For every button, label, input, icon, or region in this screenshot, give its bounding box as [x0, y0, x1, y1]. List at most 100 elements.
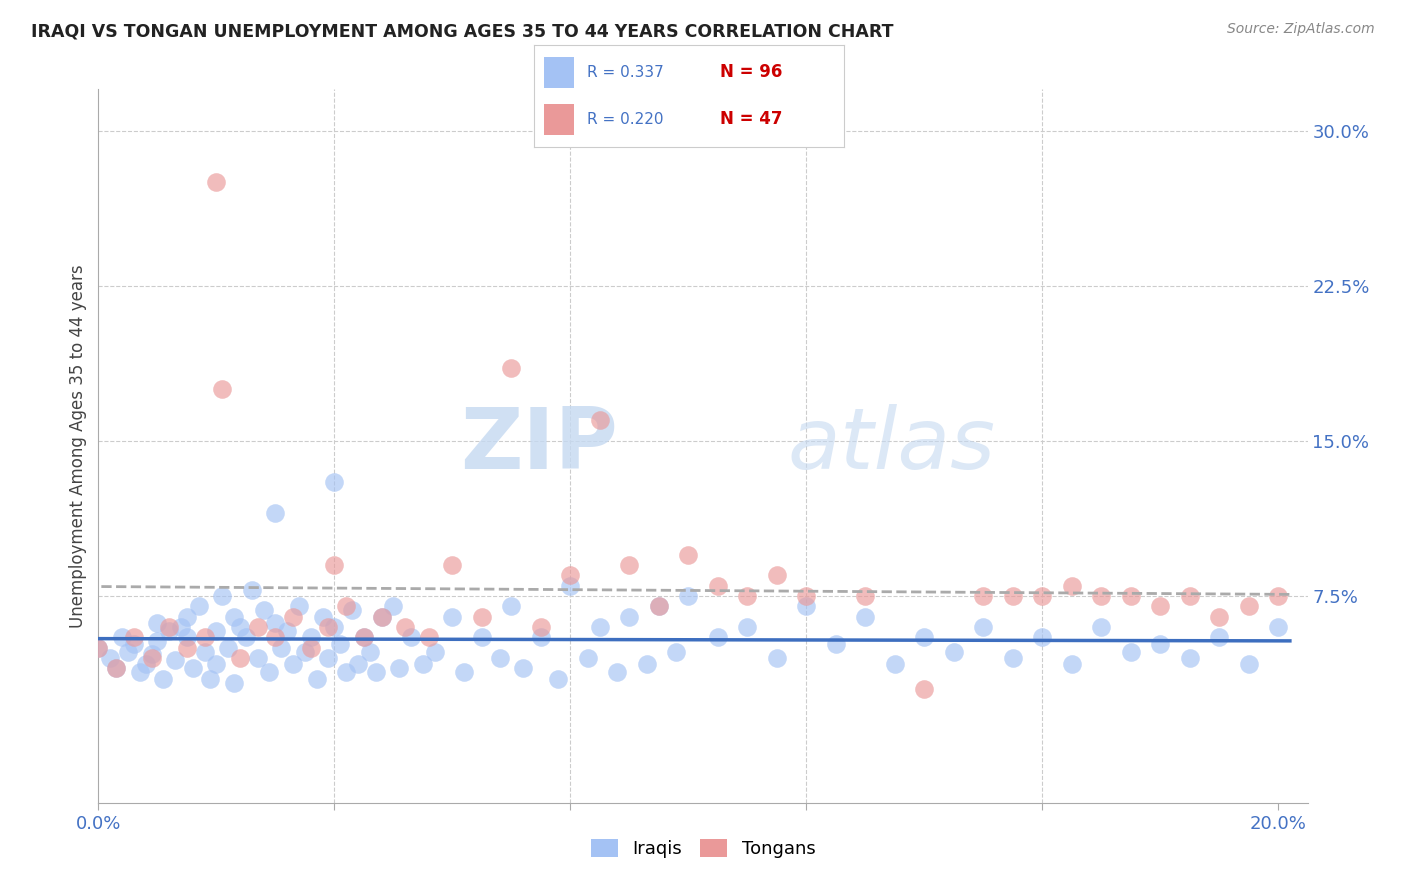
- Point: [152, 672, 174, 686]
- Point: [353, 630, 375, 644]
- Point: [678, 548, 700, 562]
- Point: [501, 599, 523, 614]
- Point: [235, 630, 257, 644]
- Point: [560, 579, 582, 593]
- Point: [441, 609, 464, 624]
- Point: [619, 558, 641, 572]
- Point: [853, 609, 876, 624]
- Point: [441, 558, 464, 572]
- Point: [222, 676, 245, 690]
- Point: [146, 634, 169, 648]
- Text: atlas: atlas: [787, 404, 995, 488]
- Point: [87, 640, 110, 655]
- Point: [370, 609, 392, 624]
- Point: [176, 630, 198, 644]
- Point: [105, 661, 128, 675]
- Point: [530, 630, 553, 644]
- Point: [288, 599, 311, 614]
- Point: [370, 609, 392, 624]
- Text: R = 0.220: R = 0.220: [586, 112, 664, 127]
- Point: [1060, 657, 1083, 672]
- Point: [853, 589, 876, 603]
- Point: [305, 672, 328, 686]
- Point: [200, 672, 222, 686]
- Point: [117, 645, 139, 659]
- Point: [1119, 645, 1142, 659]
- Point: [1060, 579, 1083, 593]
- Point: [176, 609, 198, 624]
- Point: [194, 630, 217, 644]
- Point: [1119, 589, 1142, 603]
- Point: [765, 651, 787, 665]
- Point: [318, 620, 340, 634]
- Point: [211, 589, 233, 603]
- Text: N = 47: N = 47: [720, 111, 782, 128]
- Bar: [544, 104, 575, 135]
- Point: [299, 630, 322, 644]
- Point: [281, 657, 304, 672]
- Point: [205, 657, 228, 672]
- Point: [678, 589, 700, 603]
- Point: [1149, 599, 1171, 614]
- Point: [122, 636, 145, 650]
- Point: [240, 582, 263, 597]
- Point: [883, 657, 905, 672]
- Point: [170, 620, 193, 634]
- Point: [252, 603, 274, 617]
- Point: [259, 665, 281, 680]
- Point: [157, 624, 180, 639]
- Point: [1208, 609, 1230, 624]
- Point: [323, 475, 346, 490]
- Point: [942, 645, 965, 659]
- Point: [98, 651, 121, 665]
- Point: [1178, 589, 1201, 603]
- Point: [181, 661, 204, 675]
- Point: [135, 657, 157, 672]
- Text: R = 0.337: R = 0.337: [586, 65, 664, 79]
- Point: [229, 651, 252, 665]
- Point: [824, 636, 846, 650]
- Point: [165, 653, 187, 667]
- Point: [323, 558, 346, 572]
- Text: Source: ZipAtlas.com: Source: ZipAtlas.com: [1227, 22, 1375, 37]
- Point: [972, 620, 994, 634]
- Point: [122, 630, 145, 644]
- Point: [205, 175, 228, 189]
- Point: [576, 651, 599, 665]
- Point: [187, 599, 209, 614]
- Point: [471, 630, 494, 644]
- Point: [157, 620, 180, 634]
- Point: [912, 630, 935, 644]
- Point: [347, 657, 370, 672]
- Point: [1090, 620, 1112, 634]
- Point: [488, 651, 510, 665]
- Point: [972, 589, 994, 603]
- Point: [176, 640, 198, 655]
- Text: ZIP: ZIP: [461, 404, 619, 488]
- Point: [1237, 657, 1260, 672]
- Point: [648, 599, 671, 614]
- Point: [412, 657, 434, 672]
- Point: [246, 620, 269, 634]
- Point: [111, 630, 134, 644]
- Point: [264, 630, 287, 644]
- Point: [246, 651, 269, 665]
- Point: [418, 630, 440, 644]
- Point: [146, 615, 169, 630]
- Point: [1031, 589, 1053, 603]
- Point: [636, 657, 658, 672]
- Point: [606, 665, 628, 680]
- Point: [311, 609, 333, 624]
- Point: [394, 620, 416, 634]
- Point: [1178, 651, 1201, 665]
- Point: [382, 599, 405, 614]
- Point: [453, 665, 475, 680]
- Point: [735, 620, 758, 634]
- Point: [706, 579, 728, 593]
- Point: [335, 599, 357, 614]
- Point: [217, 640, 239, 655]
- Point: [589, 413, 612, 427]
- Point: [141, 647, 163, 661]
- Point: [735, 589, 758, 603]
- Point: [1001, 589, 1024, 603]
